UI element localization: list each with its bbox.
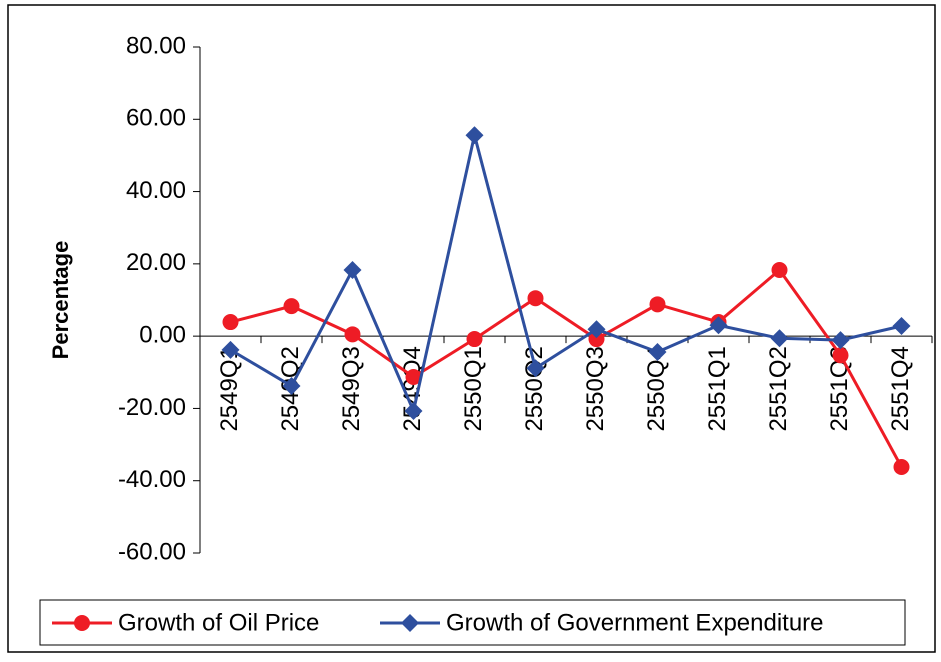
- point: [283, 298, 300, 315]
- y-tick-label: -20.00: [118, 394, 186, 421]
- point: [282, 377, 301, 396]
- x-tick-label: 2549Q1: [216, 346, 243, 431]
- point: [771, 262, 788, 279]
- legend-marker: [74, 615, 90, 631]
- series-line: [229, 134, 902, 416]
- legend-label: Growth of Government Expenditure: [446, 609, 824, 636]
- legend-box: [39, 599, 906, 646]
- point: [588, 331, 605, 348]
- point: [831, 331, 850, 350]
- x-tick-label: 2551Q2: [765, 346, 792, 431]
- point: [526, 359, 545, 378]
- point: [893, 458, 910, 475]
- y-axis-label: Percentage: [48, 241, 73, 360]
- y-tick-label: 0.00: [139, 321, 186, 348]
- point: [648, 343, 667, 362]
- x-tick-label: 2551Q1: [704, 346, 731, 431]
- y-tick-label: 80.00: [126, 32, 186, 59]
- point: [344, 326, 361, 343]
- point: [709, 316, 728, 335]
- y-tick-label: 60.00: [126, 105, 186, 132]
- point: [832, 347, 849, 364]
- legend-label: Growth of Oil Price: [118, 609, 319, 636]
- point: [222, 314, 239, 331]
- x-tick-label: 2550Q4: [643, 346, 670, 431]
- x-tick-label: 2550Q1: [460, 346, 487, 431]
- point: [465, 126, 484, 145]
- series-line: [230, 267, 903, 468]
- x-tick-label: 2549Q3: [338, 346, 365, 431]
- y-tick-label: 40.00: [126, 177, 186, 204]
- x-tick-label: 2551Q4: [887, 346, 914, 431]
- point: [221, 340, 240, 359]
- point: [587, 320, 606, 339]
- point: [466, 331, 483, 348]
- point: [404, 401, 423, 420]
- legend-marker: [401, 614, 419, 632]
- point: [770, 329, 789, 348]
- point: [649, 296, 666, 313]
- y-tick-label: -40.00: [118, 466, 186, 493]
- point: [343, 261, 362, 280]
- x-tick-label: 2550Q3: [582, 346, 609, 431]
- point: [405, 368, 422, 385]
- y-tick-label: 20.00: [126, 249, 186, 276]
- point: [892, 317, 911, 336]
- point: [527, 290, 544, 307]
- y-tick-label: -60.00: [118, 538, 186, 565]
- chart-border: [7, 4, 936, 653]
